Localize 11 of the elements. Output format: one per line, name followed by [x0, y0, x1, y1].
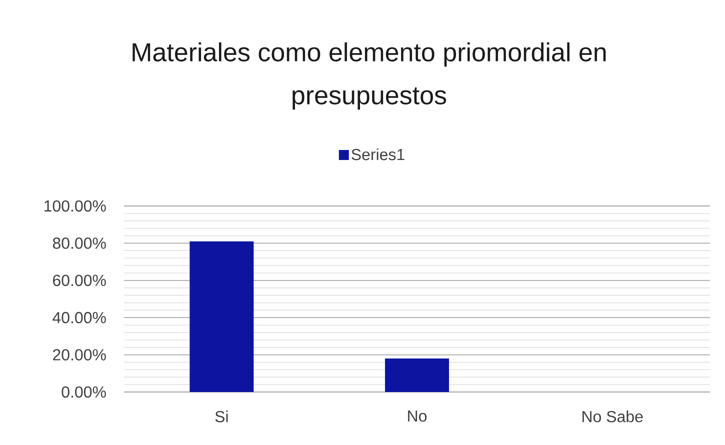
y-tick-label: 40.00%: [52, 312, 106, 324]
x-tick-label: No Sabe: [582, 410, 643, 422]
chart-title: Materiales como elemento priomordial en presupuestos: [132, 42, 606, 110]
legend-label: Series1: [352, 148, 404, 160]
y-tick-label: 60.00%: [53, 274, 106, 286]
y-tick-label: 80.00%: [52, 238, 106, 249]
y-tick-label: 100.00%: [44, 200, 106, 212]
x-tick-label: No: [408, 410, 427, 422]
y-tick-label: 0.00%: [62, 386, 106, 398]
x-tick-label: Si: [215, 410, 228, 422]
y-tick-label: 20.00%: [53, 349, 106, 360]
